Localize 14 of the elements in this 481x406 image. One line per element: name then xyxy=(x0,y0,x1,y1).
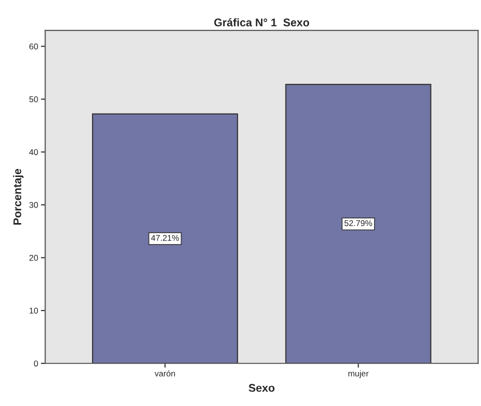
y-axis-title: Porcentaje xyxy=(13,168,24,225)
x-tick-label: mujer xyxy=(348,370,369,378)
y-tick-label: 0 xyxy=(34,360,38,366)
x-tick-label: varón xyxy=(154,370,175,376)
chart-title: Gráfica N° 1 Sexo xyxy=(214,18,310,26)
data-label: 47.21% xyxy=(151,234,179,241)
y-tick-label: 10 xyxy=(30,308,38,314)
y-tick-label: 40 xyxy=(29,149,38,156)
y-tick-label: 20 xyxy=(29,254,38,261)
x-axis-title: Sexo xyxy=(248,384,275,392)
y-tick-label: 30 xyxy=(29,202,38,208)
y-tick-label: 60 xyxy=(29,44,38,50)
y-tick-label: 50 xyxy=(29,96,38,102)
data-label: 52.79% xyxy=(344,220,372,226)
